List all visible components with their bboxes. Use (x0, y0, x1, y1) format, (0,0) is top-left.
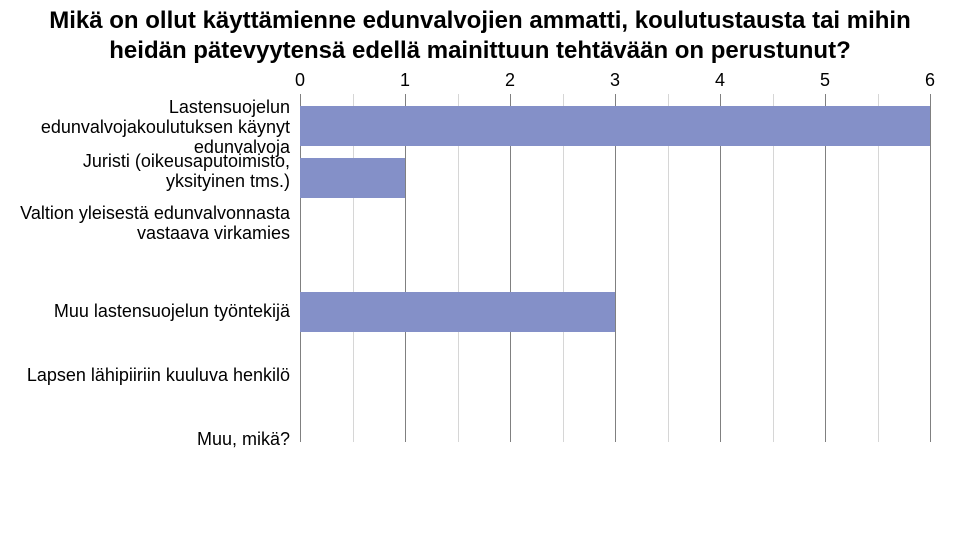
bar (300, 106, 930, 146)
gridline-major (405, 94, 406, 442)
gridline-major (720, 94, 721, 442)
bar (300, 158, 405, 198)
gridline-major (300, 94, 301, 442)
gridline-minor (878, 94, 879, 442)
gridline-major (615, 94, 616, 442)
gridline-major (510, 94, 511, 442)
gridline-minor (563, 94, 564, 442)
row-label: Lapsen lähipiiriin kuuluva henkilö (0, 366, 290, 386)
bar (300, 292, 615, 332)
x-tick-1: 1 (400, 70, 410, 91)
gridline-minor (773, 94, 774, 442)
y-axis-labels: Lastensuojelun edunvalvojakoulutuksen kä… (0, 66, 300, 526)
plot-area: 0123456 (300, 66, 930, 526)
x-tick-0: 0 (295, 70, 305, 91)
title-line-2: heidän pätevyytensä edellä mainittuun te… (109, 37, 850, 64)
row-label: Muu, mikä? (0, 430, 290, 450)
title-line-1: Mikä on ollut käyttämienne edunvalvojien… (49, 7, 911, 34)
gridline-minor (458, 94, 459, 442)
gridline-major (825, 94, 826, 442)
chart-title: Mikä on ollut käyttämienne edunvalvojien… (0, 0, 960, 66)
row-label: Muu lastensuojelun työntekijä (0, 302, 290, 322)
gridline-minor (668, 94, 669, 442)
chart: Lastensuojelun edunvalvojakoulutuksen kä… (0, 66, 960, 526)
x-tick-6: 6 (925, 70, 935, 91)
x-tick-2: 2 (505, 70, 515, 91)
gridline-major (930, 94, 931, 442)
x-tick-5: 5 (820, 70, 830, 91)
gridline-minor (353, 94, 354, 442)
x-tick-3: 3 (610, 70, 620, 91)
row-label: Lastensuojelun edunvalvojakoulutuksen kä… (0, 98, 290, 157)
x-tick-4: 4 (715, 70, 725, 91)
row-label: Valtion yleisestä edunvalvonnasta vastaa… (0, 204, 290, 244)
row-label: Juristi (oikeusaputoimisto, yksityinen t… (0, 152, 290, 192)
